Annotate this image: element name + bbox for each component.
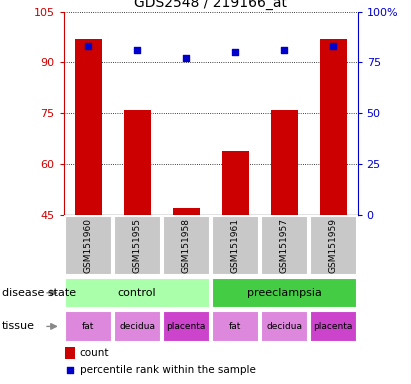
Bar <box>163 311 210 342</box>
Bar <box>65 216 112 275</box>
Point <box>134 47 141 53</box>
Bar <box>173 208 200 215</box>
Bar <box>270 110 298 215</box>
Point <box>281 47 287 53</box>
Point <box>67 367 74 373</box>
Text: GSM151958: GSM151958 <box>182 218 191 273</box>
Bar <box>320 39 346 215</box>
Bar <box>212 278 357 308</box>
Bar <box>114 311 161 342</box>
Bar <box>75 39 102 215</box>
Text: GSM151960: GSM151960 <box>84 218 93 273</box>
Text: placenta: placenta <box>166 322 206 331</box>
Bar <box>65 311 112 342</box>
Bar <box>114 216 161 275</box>
Text: disease state: disease state <box>2 288 76 298</box>
Point <box>232 49 238 55</box>
Title: GDS2548 / 219166_at: GDS2548 / 219166_at <box>134 0 287 10</box>
Text: GSM151955: GSM151955 <box>133 218 142 273</box>
Text: fat: fat <box>229 322 241 331</box>
Bar <box>163 216 210 275</box>
Text: placenta: placenta <box>314 322 353 331</box>
Point <box>330 43 336 49</box>
Point <box>85 43 92 49</box>
Point <box>183 55 189 61</box>
Text: GSM151957: GSM151957 <box>279 218 289 273</box>
Bar <box>65 347 76 359</box>
Text: fat: fat <box>82 322 95 331</box>
Text: decidua: decidua <box>119 322 155 331</box>
Bar <box>261 311 307 342</box>
Text: count: count <box>80 348 109 358</box>
Text: GSM151961: GSM151961 <box>231 218 240 273</box>
Bar <box>124 110 151 215</box>
Bar <box>212 216 259 275</box>
Text: percentile rank within the sample: percentile rank within the sample <box>80 365 256 375</box>
Bar <box>222 151 249 215</box>
Text: decidua: decidua <box>266 322 302 331</box>
Bar <box>261 216 307 275</box>
Bar <box>212 311 259 342</box>
Bar <box>309 311 357 342</box>
Text: tissue: tissue <box>2 321 35 331</box>
Bar <box>309 216 357 275</box>
Text: preeclampsia: preeclampsia <box>247 288 321 298</box>
Bar <box>65 278 210 308</box>
Text: GSM151959: GSM151959 <box>328 218 337 273</box>
Text: control: control <box>118 288 157 298</box>
